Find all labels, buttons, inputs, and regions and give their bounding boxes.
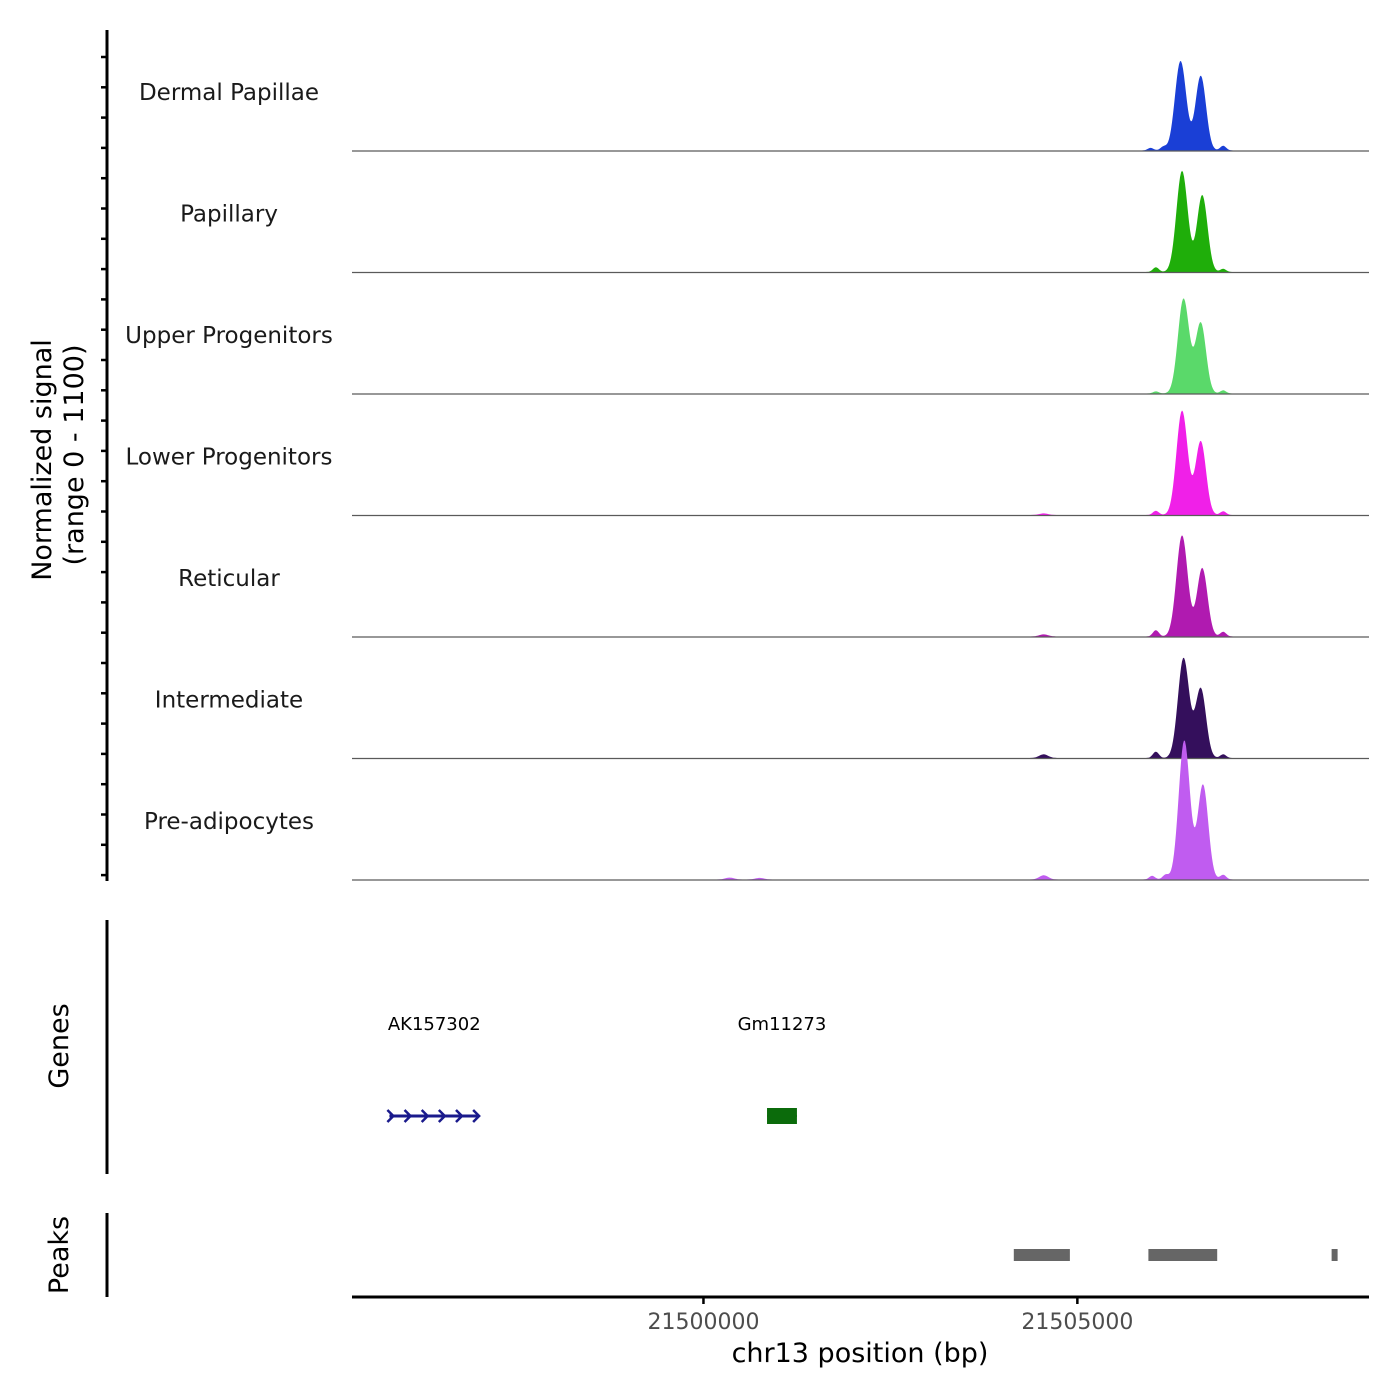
gene-strand-arrow-0-3 bbox=[437, 1109, 447, 1123]
gene-exon-1 bbox=[767, 1108, 797, 1124]
x-tick-label-1: 21505000 bbox=[1021, 1310, 1133, 1335]
gene-strand-arrow-0-2 bbox=[420, 1109, 430, 1123]
gene-name-0: AK157302 bbox=[388, 1014, 481, 1035]
track-label-1: Papillary bbox=[180, 202, 278, 228]
coverage-area-0 bbox=[352, 61, 1369, 151]
coverage-y-label-line2: (range 0 - 1100) bbox=[59, 345, 90, 566]
coverage-area-3 bbox=[352, 410, 1369, 515]
gene-strand-arrow-0-4 bbox=[455, 1109, 464, 1123]
peak-track bbox=[1013, 1249, 1338, 1261]
peak-region-2 bbox=[1331, 1249, 1338, 1261]
track-label-6: Pre-adipocytes bbox=[144, 809, 314, 835]
peak-region-0 bbox=[1013, 1249, 1070, 1261]
coverage-y-label-line1: Normalized signal bbox=[27, 339, 58, 581]
gene-name-1: Gm11273 bbox=[738, 1014, 827, 1035]
track-label-0: Dermal Papillae bbox=[139, 80, 319, 106]
track-label-3: Lower Progenitors bbox=[126, 445, 333, 471]
x-tick-label-0: 21500000 bbox=[647, 1310, 759, 1335]
coverage-tracks: Dermal Papillae Papillary Upper Progenitor… bbox=[125, 61, 1369, 881]
gene-track: AK157302 Gm11273 bbox=[386, 1014, 827, 1124]
gene-strand-arrow-0-5 bbox=[472, 1109, 481, 1123]
x-axis: 21500000 21505000 bbox=[352, 1295, 1369, 1335]
gene-strand-arrow-0-1 bbox=[403, 1109, 413, 1123]
coverage-area-1 bbox=[352, 170, 1369, 272]
track-label-2: Upper Progenitors bbox=[125, 323, 333, 349]
coverage-area-2 bbox=[352, 298, 1369, 394]
gene-track-label: Genes bbox=[44, 1003, 75, 1088]
peak-track-label: Peaks bbox=[44, 1216, 75, 1294]
coverage-y-axis bbox=[101, 30, 109, 881]
track-label-4: Reticular bbox=[178, 566, 280, 592]
coverage-area-4 bbox=[352, 535, 1369, 637]
x-axis-title: chr13 position (bp) bbox=[732, 1338, 989, 1369]
coverage-area-5 bbox=[352, 657, 1369, 758]
gene-strand-arrow-0-0 bbox=[386, 1109, 396, 1123]
peak-region-1 bbox=[1148, 1249, 1218, 1261]
track-label-5: Intermediate bbox=[155, 688, 303, 714]
coverage-area-6 bbox=[352, 740, 1369, 880]
